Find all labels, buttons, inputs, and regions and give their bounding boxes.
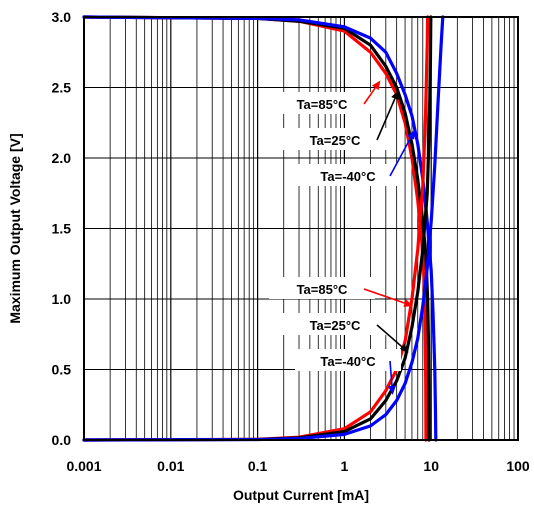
annotation-label: Ta=85°C [297, 97, 348, 112]
y-axis-title: Maximum Output Voltage [V] [7, 133, 23, 323]
annotation-arrow-line [389, 360, 393, 386]
x-tick-label: 10 [423, 458, 439, 474]
y-tick-label: 0.0 [52, 432, 72, 448]
annotation-arrow-head [391, 90, 399, 101]
annotation-box [269, 92, 375, 114]
annotation-box [282, 313, 388, 335]
annotation-label: Ta=25°C [310, 133, 361, 148]
x-tick-label: 0.001 [66, 458, 101, 474]
annotation-label: Ta=-40°C [320, 169, 376, 184]
x-tick-label: 100 [506, 458, 530, 474]
annotation-arrow-line [363, 288, 405, 304]
annotation-label: Ta=85°C [297, 282, 348, 297]
x-tick-label: 1 [341, 458, 349, 474]
annotation-arrow-line [363, 87, 376, 105]
y-tick-label: 2.5 [52, 80, 72, 96]
plot-frame [83, 16, 519, 441]
y-tick-label: 0.5 [52, 362, 72, 378]
series-line [82, 15, 438, 442]
grid [83, 16, 518, 441]
annotation-box [269, 277, 375, 299]
annotation-arrow-head [399, 343, 409, 353]
y-tick-label: 3.0 [52, 9, 72, 25]
x-axis-title: Output Current [mA] [233, 487, 369, 503]
annotation-label: Ta=-40°C [320, 354, 376, 369]
annotations: Ta=85°C Ta=25°C Ta=-40°C Ta=85°C Ta=25°C Ta=-… [269, 80, 415, 395]
annotation-arrow-head [387, 385, 396, 395]
annotation-arrow-head [407, 129, 415, 140]
y-tick-label: 1.5 [52, 221, 72, 237]
series-line [82, 15, 445, 442]
annotation-arrow-head [403, 299, 414, 307]
annotation-arrow-line [376, 324, 403, 348]
annotation-arrow-head [371, 80, 381, 91]
annotation-arrow-line [389, 137, 412, 177]
annotation-box [295, 349, 401, 371]
annotation-arrow-line [376, 98, 396, 141]
x-tick-label: 0.1 [248, 458, 268, 474]
x-tick-label: 0.01 [157, 458, 184, 474]
y-tick-label: 1.0 [52, 291, 72, 307]
annotation-box [282, 128, 388, 150]
tick-labels: 0.001 0.01 0.1 1 10 100 0.0 0.5 1.0 1.5 2.0 2.5 3.0 [52, 9, 530, 474]
annotation-label: Ta=25°C [310, 318, 361, 333]
annotation-box [295, 164, 401, 186]
y-tick-label: 2.0 [52, 150, 72, 166]
